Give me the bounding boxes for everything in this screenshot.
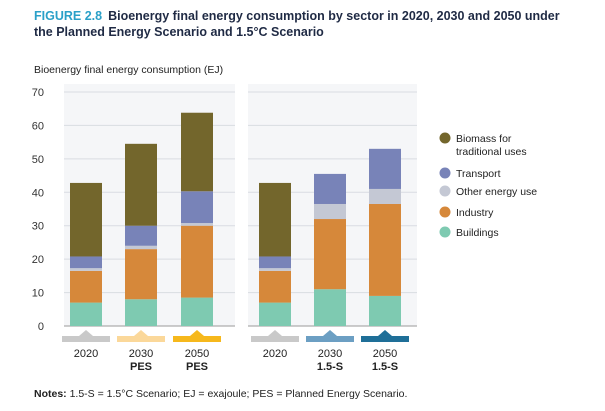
legend-label-line2: traditional uses bbox=[456, 146, 527, 158]
bar-industry bbox=[314, 219, 346, 290]
bar-buildings bbox=[259, 302, 291, 326]
x-tick-label-year: 2030 bbox=[129, 348, 153, 360]
legend-swatch bbox=[439, 206, 451, 218]
legend-label: Buildings bbox=[456, 227, 499, 239]
legend-label: Other energy use bbox=[456, 186, 537, 198]
x-tick-label-scenario: 1.5-S bbox=[372, 361, 398, 373]
bar-transport bbox=[181, 191, 213, 224]
x-tick-label-year: 2020 bbox=[263, 348, 287, 360]
figure-label: FIGURE 2.8 bbox=[34, 9, 103, 23]
category-marker bbox=[173, 336, 221, 342]
bar-biomass-for-traditional-uses bbox=[125, 143, 157, 226]
category-marker-arrow bbox=[79, 330, 93, 336]
legend-label: Industry bbox=[456, 207, 494, 219]
y-tick-label: 10 bbox=[32, 288, 44, 300]
bar-other-energy-use bbox=[369, 188, 401, 204]
x-tick-label-scenario: 1.5-S bbox=[317, 361, 343, 373]
bar-biomass-for-traditional-uses bbox=[181, 112, 213, 192]
x-tick-label-year: 2030 bbox=[318, 348, 342, 360]
bar-transport bbox=[259, 256, 291, 269]
y-tick-label: 60 bbox=[32, 120, 44, 132]
figure-heading: FIGURE 2.8 Bioenergy final energy consump… bbox=[34, 8, 594, 40]
x-tick-label-year: 2050 bbox=[373, 348, 397, 360]
category-marker bbox=[306, 336, 354, 342]
bar-buildings bbox=[314, 289, 346, 326]
y-tick-label: 20 bbox=[32, 254, 44, 266]
category-marker-arrow bbox=[378, 330, 392, 336]
bar-industry bbox=[259, 270, 291, 303]
bar-industry bbox=[70, 270, 102, 303]
category-marker bbox=[251, 336, 299, 342]
figure-subtitle: the Planned Energy Scenario and 1.5°C Sc… bbox=[34, 25, 324, 39]
category-marker bbox=[361, 336, 409, 342]
y-tick-label: 70 bbox=[32, 87, 44, 99]
bar-buildings bbox=[70, 302, 102, 326]
y-tick-label: 0 bbox=[38, 321, 44, 333]
bar-other-energy-use bbox=[125, 245, 157, 250]
bar-transport bbox=[369, 148, 401, 189]
y-tick-label: 30 bbox=[32, 221, 44, 233]
bar-transport bbox=[314, 173, 346, 204]
x-tick-label-scenario: PES bbox=[186, 361, 208, 373]
y-tick-label: 40 bbox=[32, 187, 44, 199]
notes-prefix: Notes: bbox=[34, 388, 67, 400]
bar-transport bbox=[70, 256, 102, 269]
bar-biomass-for-traditional-uses bbox=[259, 182, 291, 257]
bar-other-energy-use bbox=[181, 223, 213, 226]
notes-text: 1.5-S = 1.5°C Scenario; EJ = exajoule; P… bbox=[66, 388, 408, 400]
legend-swatch bbox=[439, 226, 451, 238]
category-marker-arrow bbox=[323, 330, 337, 336]
legend-swatch bbox=[439, 132, 451, 144]
bar-buildings bbox=[181, 297, 213, 326]
bar-other-energy-use bbox=[70, 268, 102, 271]
category-marker-arrow bbox=[190, 330, 204, 336]
x-tick-label-scenario: PES bbox=[130, 361, 152, 373]
legend-label: Transport bbox=[456, 168, 501, 180]
bar-biomass-for-traditional-uses bbox=[70, 182, 102, 257]
bar-industry bbox=[181, 225, 213, 298]
bar-industry bbox=[125, 249, 157, 300]
legend-swatch bbox=[439, 167, 451, 179]
category-marker-arrow bbox=[268, 330, 282, 336]
x-tick-label-year: 2020 bbox=[74, 348, 98, 360]
category-marker-arrow bbox=[134, 330, 148, 336]
bar-industry bbox=[369, 203, 401, 296]
category-marker bbox=[62, 336, 110, 342]
bar-transport bbox=[125, 225, 157, 246]
bar-buildings bbox=[369, 295, 401, 326]
bar-buildings bbox=[125, 299, 157, 326]
bar-other-energy-use bbox=[314, 203, 346, 220]
bar-other-energy-use bbox=[259, 268, 291, 271]
notes: Notes: 1.5-S = 1.5°C Scenario; EJ = exaj… bbox=[34, 388, 407, 400]
y-axis-label: Bioenergy final energy consumption (EJ) bbox=[34, 64, 224, 76]
x-tick-label-year: 2050 bbox=[185, 348, 209, 360]
legend-swatch bbox=[439, 185, 451, 197]
y-tick-label: 50 bbox=[32, 154, 44, 166]
legend-label: Biomass for bbox=[456, 133, 512, 145]
figure-title: Bioenergy final energy consumption by se… bbox=[108, 9, 560, 23]
category-marker bbox=[117, 336, 165, 342]
